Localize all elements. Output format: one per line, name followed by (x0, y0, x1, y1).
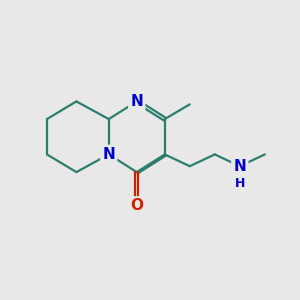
Text: N: N (102, 147, 115, 162)
Text: N: N (130, 94, 143, 109)
Text: H: H (235, 177, 245, 190)
Text: N: N (233, 159, 246, 174)
Text: O: O (130, 198, 143, 213)
